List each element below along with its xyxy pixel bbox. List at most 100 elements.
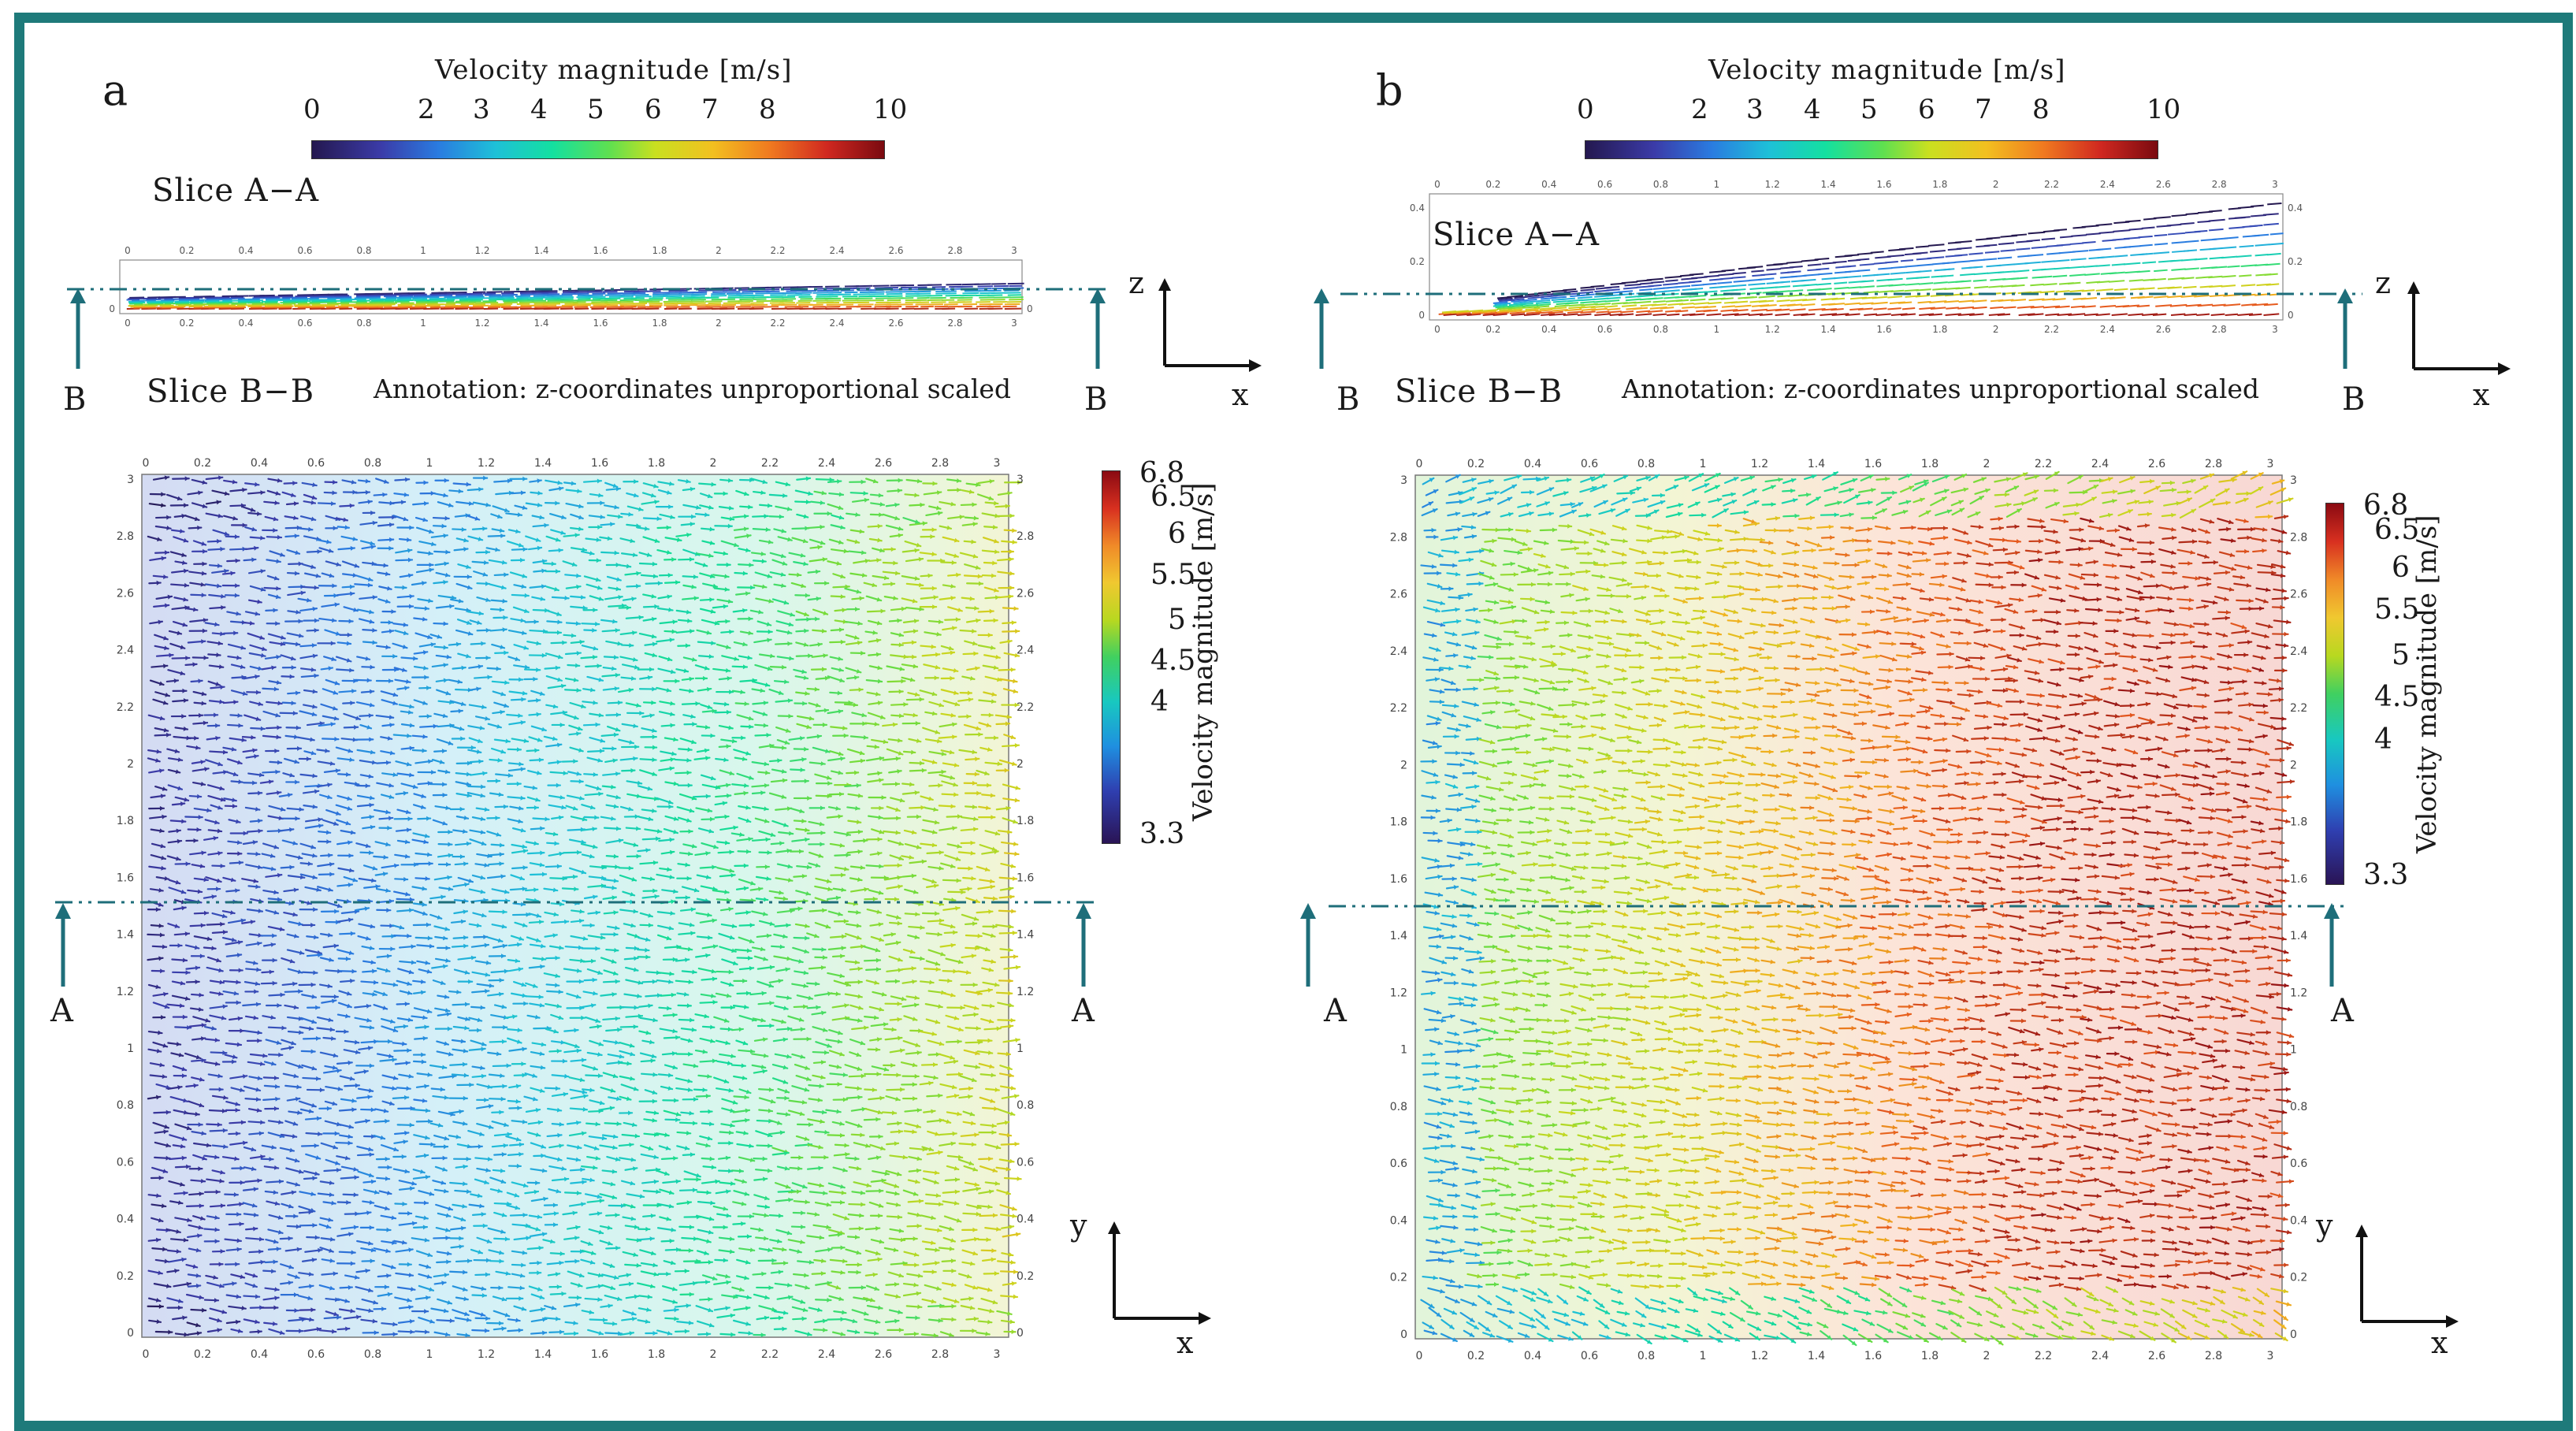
flow-arrowhead [827,511,831,516]
flow-arrowhead [578,526,583,532]
flow-arrowhead [666,549,671,555]
flow-arrowhead [734,542,738,548]
flow-arrowhead [474,516,480,521]
flow-arrowhead [298,561,303,567]
flow-arrowhead [953,537,959,543]
flow-arrowhead [424,606,429,611]
flow-arrowhead [257,511,262,516]
flow-arrowhead [693,574,698,580]
flow-arrowhead [582,547,587,552]
flow-arrowhead [403,516,408,522]
flow-arrowhead [349,584,355,589]
vertical-colorbar [1102,470,1121,844]
flow-arrowhead [616,577,621,582]
section-b-left: B [1336,381,1360,418]
flow-arrowhead [522,476,527,481]
flow-arrowhead [382,492,387,497]
flow-arrowhead [221,593,225,599]
flow-arrowhead [829,477,834,482]
flow-arrowhead [564,595,569,600]
flow-arrowhead [935,505,941,511]
flow-arrowhead [482,526,487,531]
flow-arrowhead [448,503,453,507]
flow-arrowhead [633,492,638,498]
flow-arrowhead [919,582,924,588]
flow-arrowhead [691,514,696,519]
flow-arrowhead [230,571,235,576]
flow-arrowhead [556,569,560,574]
flow-arrowhead [402,585,407,590]
flow-arrowhead [571,562,577,567]
flow-arrowhead [294,533,299,539]
flow-arrowhead [404,477,410,482]
flow-arrowhead [838,505,843,511]
flow-arrowhead [251,526,256,532]
flow-arrowhead [690,522,694,527]
flow-arrowhead [1009,549,1013,555]
flow-arrowhead [444,572,450,578]
flow-arrowhead [729,516,734,522]
flow-arrowhead [977,574,982,579]
flow-arrowhead [370,545,375,550]
flow-arrowhead [166,526,171,530]
flow-arrowhead [707,493,712,499]
flow-arrowhead [630,538,634,544]
flow-arrowhead [709,597,714,602]
axis-label-x: x [1176,1325,1194,1360]
flow-arrowhead [371,561,376,567]
flow-arrowhead [216,583,221,589]
flow-arrowhead [786,506,792,511]
flow-arrowhead [574,533,579,538]
flow-arrowhead [615,562,620,567]
flow-arrowhead [993,588,998,593]
section-b-left: B [63,381,87,418]
flow-arrowhead [1010,1017,1015,1023]
panel-letter: b [1376,65,1403,115]
flow-arrowhead [932,481,937,486]
flow-arrowhead [636,583,641,589]
flow-arrowhead [181,513,186,519]
flow-arrowhead [930,534,935,540]
flow-arrowhead [499,528,504,533]
flow-arrowhead [614,504,619,510]
vcolorbar-tick-label: 6.8 [1139,457,1185,489]
flow-arrowhead [444,561,448,567]
flow-arrowhead [614,550,619,556]
axis-label-z: z [1128,266,1145,300]
flow-arrowhead [690,486,695,492]
flow-arrowhead [760,551,765,556]
flow-arrowhead [748,504,753,510]
flow-arrowhead [273,575,279,581]
flow-arrowhead [838,540,843,545]
flow-arrowhead [779,514,783,519]
flow-arrowhead [202,480,206,485]
flow-arrowhead [383,479,388,484]
flow-arrowhead [901,606,906,611]
flow-arrowhead [803,611,808,617]
flow-arrowhead [994,538,998,544]
flow-arrowhead [1009,894,1014,900]
flow-arrowhead [387,585,392,591]
flow-arrowhead [994,549,999,555]
flow-arrowhead [854,539,860,545]
flow-arrowhead [883,575,889,581]
flow-arrowhead [217,538,221,544]
horizontal-colorbar [311,140,885,159]
flow-arrowhead [431,541,436,547]
flow-arrowhead [391,609,396,615]
flow-arrowhead [1007,491,1012,496]
flow-arrowhead [621,603,626,608]
flow-arrowhead [463,537,468,543]
flow-arrowhead [670,515,675,519]
colorbar-tick-label: 4 [1804,94,1821,125]
flow-arrowhead [293,501,299,507]
flow-arrowhead [994,500,998,506]
flow-arrowhead [372,520,377,526]
flow-arrowhead [1010,667,1015,672]
flow-arrowhead [409,525,414,530]
flow-arrowhead [654,604,659,609]
flow-arrowhead [232,515,237,521]
flow-arrowhead [709,574,715,579]
flow-arrowhead [351,479,356,485]
